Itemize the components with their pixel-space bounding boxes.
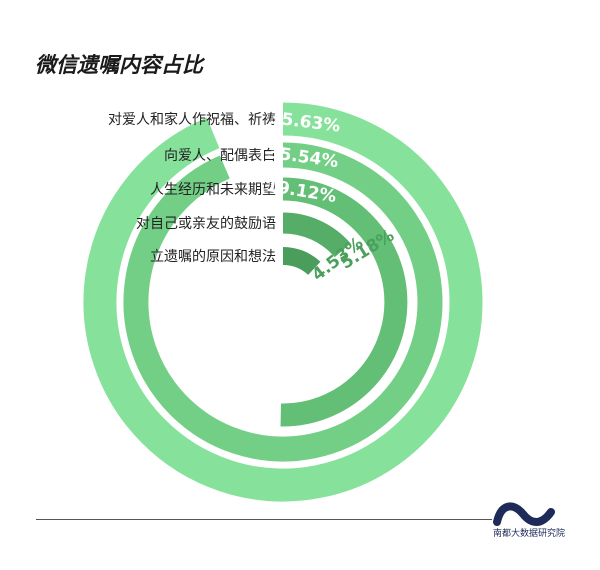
bars-layer [83,102,483,502]
bar-5 [282,247,321,276]
chart-title: 微信遗嘱内容占比 [35,53,203,77]
bar-1 [83,102,483,502]
category-label: 向爱人、配偶表白 [164,148,276,164]
bar-4 [282,212,351,258]
footer-divider [36,519,492,520]
category-label: 立遗嘱的原因和想法 [150,249,276,265]
logo-icon [493,502,555,526]
logo-text: 南都大数据研究院 [492,529,565,539]
bar-2 [123,142,443,462]
category-label: 对自己或亲友的鼓励语 [136,216,276,232]
value-label: 19.12% [265,176,338,207]
bar-3 [280,177,408,427]
category-label: 人生经历和未来期望 [150,182,276,198]
category-label: 对爱人和家人作祝福、祈祷 [108,111,276,128]
